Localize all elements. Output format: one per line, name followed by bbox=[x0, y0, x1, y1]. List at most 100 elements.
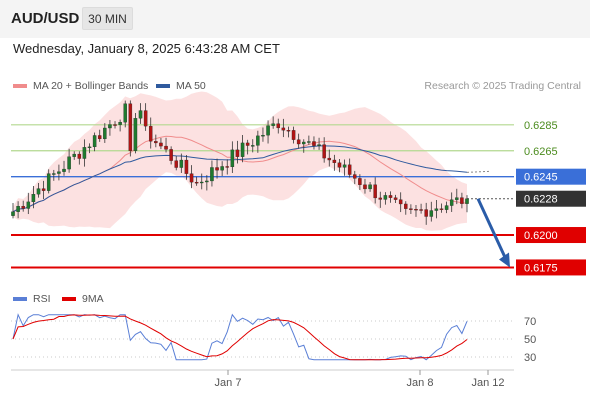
candle-body bbox=[199, 181, 204, 184]
candle-body bbox=[113, 124, 117, 126]
x-tick-label: Jan 12 bbox=[471, 377, 504, 389]
candle-body bbox=[383, 195, 388, 200]
candle-body bbox=[337, 162, 342, 168]
candle-body bbox=[72, 153, 76, 157]
forecast-arrow-shaft bbox=[476, 198, 508, 261]
x-tick-label: Jan 7 bbox=[215, 377, 242, 389]
candle-body bbox=[174, 160, 178, 168]
candle-body bbox=[388, 195, 393, 198]
candle-body bbox=[434, 208, 439, 211]
ma50-line bbox=[12, 145, 468, 213]
candle-body bbox=[235, 149, 240, 157]
ma9-swatch bbox=[62, 297, 76, 301]
rsi-line bbox=[12, 313, 468, 361]
candle-body bbox=[148, 125, 153, 142]
candle-body bbox=[439, 208, 444, 210]
candle-body bbox=[347, 164, 352, 175]
candle-body bbox=[184, 159, 189, 174]
candle-body bbox=[256, 135, 260, 146]
level-label-0.6265: 0.6265 bbox=[524, 146, 558, 158]
candle-body bbox=[215, 167, 219, 171]
candle-body bbox=[332, 159, 337, 163]
ma20-swatch bbox=[13, 84, 27, 88]
candle-body bbox=[92, 135, 97, 148]
candle-body bbox=[373, 184, 377, 199]
legend-ma50: MA 50 bbox=[156, 80, 206, 92]
candle-body bbox=[281, 127, 286, 131]
candle-body bbox=[449, 199, 454, 206]
candle-body bbox=[143, 110, 148, 127]
candle-body bbox=[103, 127, 107, 140]
candle-body bbox=[251, 145, 255, 147]
candle-body bbox=[123, 103, 127, 123]
candle-body bbox=[154, 141, 158, 144]
candle-body bbox=[276, 123, 281, 129]
candle-body bbox=[429, 210, 434, 217]
rsi-tick-70: 70 bbox=[524, 316, 536, 328]
legend-rsi-label: RSI bbox=[33, 293, 51, 305]
rsi-tick-30: 30 bbox=[524, 352, 536, 364]
candle-body bbox=[296, 139, 301, 145]
candle-body bbox=[312, 141, 316, 146]
level-tag-0.6175 bbox=[516, 259, 586, 276]
ma50-swatch bbox=[156, 84, 170, 88]
candle-body bbox=[271, 123, 275, 126]
candle-body bbox=[327, 157, 332, 161]
candle-body bbox=[138, 110, 143, 119]
candle-body bbox=[52, 173, 56, 175]
candle-body bbox=[230, 149, 235, 168]
candle-body bbox=[108, 124, 112, 129]
candle-body bbox=[409, 208, 413, 210]
candle-body bbox=[128, 103, 133, 151]
legend-ma20: MA 20 + Bollinger Bands bbox=[13, 80, 148, 92]
candle-body bbox=[261, 135, 265, 137]
candle-body bbox=[46, 173, 51, 191]
level-tag-0.6228 bbox=[516, 190, 586, 207]
timeframe-button[interactable]: 30 MIN bbox=[82, 7, 133, 30]
candle-body bbox=[194, 181, 199, 184]
candles bbox=[11, 100, 469, 225]
candle-body bbox=[378, 197, 383, 200]
candle-body bbox=[31, 194, 36, 203]
legend-ma50-label: MA 50 bbox=[176, 80, 206, 92]
candle-body bbox=[26, 201, 31, 209]
legend-9ma-label: 9MA bbox=[82, 293, 104, 305]
candle-body bbox=[11, 211, 15, 216]
candle-body bbox=[353, 174, 357, 179]
candle-body bbox=[77, 153, 82, 159]
candle-body bbox=[460, 197, 464, 204]
candle-body bbox=[36, 188, 41, 195]
legend-ma20-label: MA 20 + Bollinger Bands bbox=[33, 80, 149, 92]
header-bar: AUD/USD 30 MIN bbox=[0, 0, 590, 38]
candle-body bbox=[220, 166, 224, 171]
level-label-0.6285: 0.6285 bbox=[524, 120, 558, 132]
candle-body bbox=[164, 145, 168, 150]
candle-body bbox=[322, 144, 326, 159]
candle-body bbox=[398, 199, 403, 205]
candle-body bbox=[286, 130, 291, 132]
candle-body bbox=[159, 142, 163, 147]
candle-body bbox=[465, 198, 469, 204]
candle-body bbox=[240, 142, 245, 157]
bollinger-band bbox=[13, 91, 467, 231]
candle-body bbox=[210, 167, 214, 182]
candle-body bbox=[302, 141, 306, 145]
candle-body bbox=[16, 205, 20, 212]
candle-body bbox=[97, 135, 102, 140]
candle-body bbox=[414, 208, 418, 211]
rsi-swatch bbox=[13, 297, 27, 301]
legend-9ma: 9MA bbox=[62, 293, 104, 305]
rsi-tick-50: 50 bbox=[524, 334, 536, 346]
candle-body bbox=[404, 203, 408, 209]
candle-body bbox=[67, 156, 71, 170]
candle-body bbox=[118, 122, 122, 125]
level-label-0.6228: 0.6228 bbox=[524, 194, 558, 206]
candle-body bbox=[342, 164, 347, 168]
candle-body bbox=[368, 184, 372, 190]
candle-body bbox=[455, 197, 459, 200]
candle-body bbox=[169, 149, 173, 161]
candle-body bbox=[419, 209, 423, 211]
candle-body bbox=[82, 147, 87, 159]
